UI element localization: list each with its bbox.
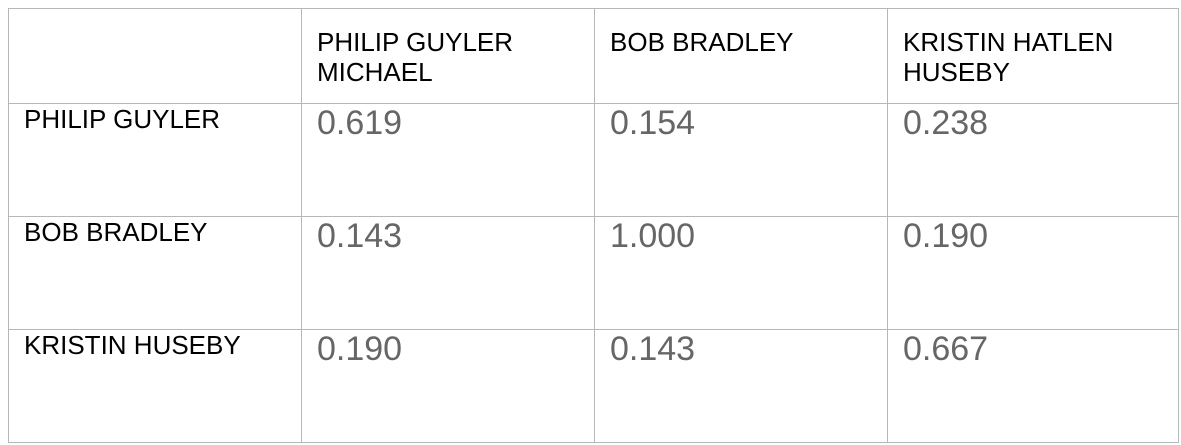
value-cell: 0.667	[887, 329, 1179, 443]
column-header: BOB BRADLEY	[594, 8, 888, 104]
value-cell: 0.154	[594, 103, 888, 217]
table-row: KRISTIN HUSEBY 0.190 0.143 0.667	[8, 329, 1179, 443]
column-header: KRISTIN HATLEN HUSEBY	[887, 8, 1179, 104]
table-row: BOB BRADLEY 0.143 1.000 0.190	[8, 216, 1179, 330]
value-cell: 0.619	[301, 103, 595, 217]
value-cell: 0.190	[301, 329, 595, 443]
row-label: BOB BRADLEY	[8, 216, 302, 330]
table-header-row: PHILIP GUYLER MICHAEL BOB BRADLEY KRISTI…	[8, 8, 1179, 104]
column-header: PHILIP GUYLER MICHAEL	[301, 8, 595, 104]
value-cell: 0.190	[887, 216, 1179, 330]
corner-cell	[8, 8, 302, 104]
row-label: PHILIP GUYLER	[8, 103, 302, 217]
value-cell: 0.238	[887, 103, 1179, 217]
value-cell: 0.143	[594, 329, 888, 443]
value-cell: 0.143	[301, 216, 595, 330]
table-row: PHILIP GUYLER 0.619 0.154 0.238	[8, 103, 1179, 217]
value-cell: 1.000	[594, 216, 888, 330]
similarity-table: PHILIP GUYLER MICHAEL BOB BRADLEY KRISTI…	[8, 8, 1179, 443]
row-label: KRISTIN HUSEBY	[8, 329, 302, 443]
